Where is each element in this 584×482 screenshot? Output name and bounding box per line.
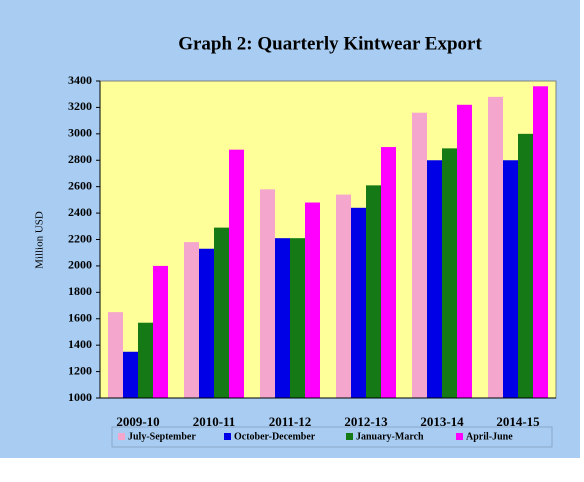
bar bbox=[503, 160, 518, 398]
bar bbox=[488, 96, 503, 398]
legend-swatch bbox=[118, 433, 125, 440]
x-tick-label: 2012-13 bbox=[344, 414, 388, 429]
bar bbox=[108, 312, 123, 398]
bar bbox=[138, 322, 153, 398]
bar bbox=[290, 238, 305, 398]
legend-swatch bbox=[456, 433, 463, 440]
y-tick-label: 2000 bbox=[68, 258, 92, 272]
x-tick-label: 2009-10 bbox=[116, 414, 159, 429]
y-tick-label: 3400 bbox=[68, 73, 92, 87]
y-tick-label: 2200 bbox=[68, 231, 92, 245]
legend-label: April-June bbox=[466, 431, 513, 442]
y-tick-label: 1800 bbox=[68, 284, 92, 298]
bar bbox=[305, 202, 320, 398]
y-tick-label: 2400 bbox=[68, 205, 92, 219]
y-tick-label: 1200 bbox=[68, 363, 92, 377]
bar bbox=[351, 207, 366, 398]
bar bbox=[427, 160, 442, 398]
x-tick-label: 2014-15 bbox=[496, 414, 540, 429]
bar bbox=[381, 147, 396, 398]
y-tick-label: 1400 bbox=[68, 337, 92, 351]
y-tick-label: 1600 bbox=[68, 311, 92, 325]
y-axis-label: Million USD bbox=[34, 211, 46, 269]
bar bbox=[260, 189, 275, 398]
legend-label: January-March bbox=[356, 431, 424, 442]
chart-title: Graph 2: Quarterly Kintwear Export bbox=[178, 33, 482, 54]
bar bbox=[336, 194, 351, 398]
y-tick-label: 1000 bbox=[68, 390, 92, 404]
bar bbox=[275, 238, 290, 398]
bar bbox=[229, 149, 244, 398]
legend-label: July-September bbox=[128, 431, 196, 442]
bar bbox=[533, 86, 548, 399]
y-tick-label: 3200 bbox=[68, 99, 92, 113]
bar bbox=[412, 112, 427, 398]
bar bbox=[184, 242, 199, 398]
bar bbox=[199, 248, 214, 398]
bar bbox=[366, 185, 381, 398]
bar bbox=[518, 133, 533, 399]
y-tick-label: 3000 bbox=[68, 126, 92, 140]
bar bbox=[457, 104, 472, 399]
legend-box bbox=[111, 426, 553, 448]
legend-swatch bbox=[224, 433, 231, 440]
x-tick-label: 2013-14 bbox=[420, 414, 464, 429]
bar bbox=[214, 227, 229, 398]
x-tick-label: 2011-12 bbox=[269, 414, 312, 429]
y-tick-label: 2600 bbox=[68, 178, 92, 192]
bar bbox=[153, 265, 168, 398]
plot-area bbox=[99, 80, 557, 399]
bar bbox=[123, 351, 138, 398]
y-tick-label: 2800 bbox=[68, 152, 92, 166]
bar bbox=[442, 148, 457, 398]
x-tick-label: 2010-11 bbox=[193, 414, 236, 429]
legend-label: October-December bbox=[234, 431, 316, 442]
legend-swatch bbox=[346, 433, 353, 440]
